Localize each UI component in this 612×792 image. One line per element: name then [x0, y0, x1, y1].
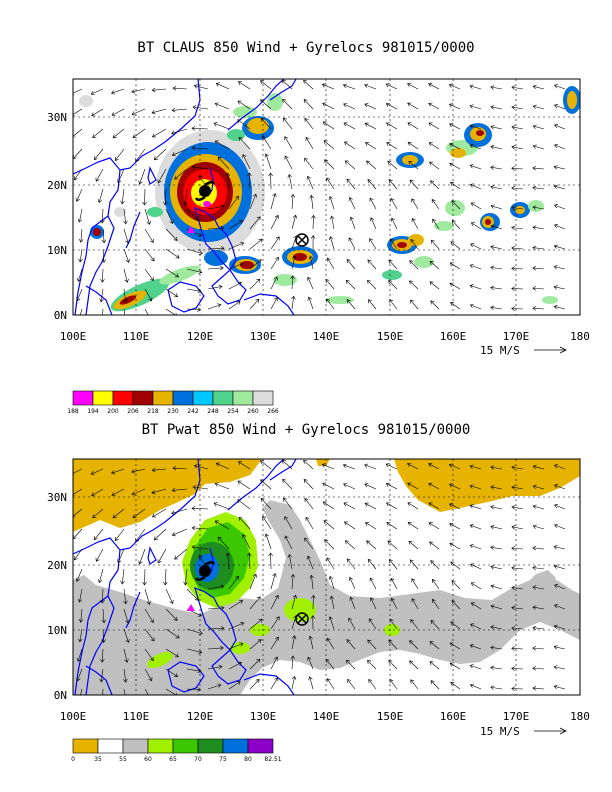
panel2-title: BT Pwat 850 Wind + Gyrelocs 981015/0000: [141, 422, 471, 438]
panel2-axis-ticks: 100E 110E 120E 130E 140E 150E 160E 170E 180 30N 20…: [47, 491, 590, 723]
colorbar-swatch: [112, 390, 134, 406]
colorbar-swatch: [72, 390, 94, 406]
panel2-storm-symbol: [194, 561, 216, 581]
lon-tick-label: 150E: [377, 330, 404, 343]
panel1-ref-label: 15 M/S: [480, 344, 520, 357]
lat-tick-label: 0N: [54, 689, 67, 702]
colorbar-swatch: [72, 738, 99, 754]
lon-tick-label: 140E: [313, 330, 340, 343]
panel1-east-clouds: [79, 86, 580, 304]
panel2-colorbar: 0 35 55 60 65 70 75 80 82.51: [71, 738, 282, 763]
colorbar-label: 200: [107, 408, 119, 415]
colorbar-label: 55: [119, 756, 127, 763]
panel2-typhoon-moisture: [147, 512, 400, 669]
colorbar-label: 260: [247, 408, 259, 415]
colorbar-label: 266: [267, 408, 279, 415]
colorbar-label: 218: [147, 408, 159, 415]
lon-tick-label: 140E: [313, 710, 340, 723]
colorbar-label: 75: [219, 756, 227, 763]
lon-tick-label: 110E: [123, 330, 150, 343]
colorbar-swatch: [192, 390, 214, 406]
lon-tick-label: 120E: [187, 330, 214, 343]
colorbar-label: 194: [87, 408, 99, 415]
panel1-north-clouds: [227, 93, 283, 141]
lat-tick-label: 10N: [47, 624, 67, 637]
panel2-ref-label: 15 M/S: [480, 725, 520, 738]
colorbar-swatch: [232, 390, 254, 406]
colorbar-label: 82.51: [264, 756, 281, 763]
colorbar-label: 0: [71, 756, 75, 763]
colorbar-label: 230: [167, 408, 179, 415]
panel1-coastlines: [73, 79, 297, 315]
colorbar-swatch: [222, 738, 249, 754]
lat-tick-label: 0N: [54, 309, 67, 322]
panel1-south-clouds: [90, 207, 318, 312]
colorbar-label: 254: [227, 408, 239, 415]
lon-tick-label: 130E: [250, 330, 277, 343]
panel2-wind-vectors: [73, 459, 566, 695]
colorbar-label: 188: [67, 408, 79, 415]
panel2-gyre-marker: [295, 612, 309, 626]
lon-tick-label: 170E: [503, 330, 530, 343]
panel2-origin-marker: [187, 604, 195, 611]
colorbar-swatch: [92, 390, 114, 406]
colorbar-label: 206: [127, 408, 139, 415]
lon-tick-label: 130E: [250, 710, 277, 723]
colorbar-swatch: [152, 390, 174, 406]
colorbar-label: 60: [144, 756, 152, 763]
panel2-coastlines: [73, 459, 297, 695]
panel2-moist-regions: [73, 500, 580, 695]
panel1-title: BT CLAUS 850 Wind + Gyrelocs 981015/0000: [137, 40, 475, 56]
panel2-grid: [73, 459, 580, 695]
panel1-gyre-marker: [295, 233, 309, 247]
colorbar-swatch: [132, 390, 154, 406]
colorbar-swatch: [172, 390, 194, 406]
panel1-reference-vector: 15 M/S: [480, 344, 567, 357]
lon-tick-label: 110E: [123, 710, 150, 723]
lat-tick-label: 30N: [47, 111, 67, 124]
lon-tick-label: 160E: [440, 710, 467, 723]
colorbar-label: 65: [169, 756, 177, 763]
panel1-grid: [73, 79, 580, 315]
lon-tick-label: 160E: [440, 330, 467, 343]
lat-tick-label: 20N: [47, 559, 67, 572]
lon-tick-label: 150E: [377, 710, 404, 723]
colorbar-label: 248: [207, 408, 219, 415]
lat-tick-label: 20N: [47, 179, 67, 192]
panel1-storm-symbol: [194, 181, 216, 201]
lon-tick-label: 100E: [60, 710, 87, 723]
lon-tick-label: 100E: [60, 330, 87, 343]
colorbar-label: 35: [94, 756, 102, 763]
panel2-map: 100E 110E 120E 130E 140E 150E 160E 170E 180 30N 20…: [47, 458, 590, 763]
colorbar-swatch: [252, 390, 274, 406]
colorbar-swatch: [172, 738, 199, 754]
colorbar-label: 242: [187, 408, 199, 415]
panel2-dry-regions: [73, 459, 580, 532]
panel1-axis-ticks: 100E 110E 120E 130E 140E 150E 160E 170E 180 30N 20…: [47, 111, 590, 343]
panel1-origin-marker: [187, 226, 195, 233]
lon-tick-label: 170E: [503, 710, 530, 723]
colorbar-swatch: [147, 738, 174, 754]
colorbar-swatch: [247, 738, 274, 754]
lat-tick-label: 30N: [47, 491, 67, 504]
panel1-wind-vectors: [73, 79, 566, 315]
colorbar-label: 70: [194, 756, 202, 763]
lon-tick-label: 180: [570, 710, 590, 723]
panel2-reference-vector: 15 M/S: [480, 725, 567, 738]
colorbar-swatch: [122, 738, 149, 754]
lon-tick-label: 120E: [187, 710, 214, 723]
colorbar-swatch: [197, 738, 224, 754]
panel1-colorbar: 188 194 200 206 218 230 242 248 254 260 266: [67, 390, 279, 415]
colorbar-swatch: [97, 738, 124, 754]
lat-tick-label: 10N: [47, 244, 67, 257]
lon-tick-label: 180: [570, 330, 590, 343]
colorbar-swatch: [212, 390, 234, 406]
colorbar-label: 80: [244, 756, 252, 763]
panel1-map: 100E 110E 120E 130E 140E 150E 160E 170E 180 30N 20…: [47, 78, 590, 415]
